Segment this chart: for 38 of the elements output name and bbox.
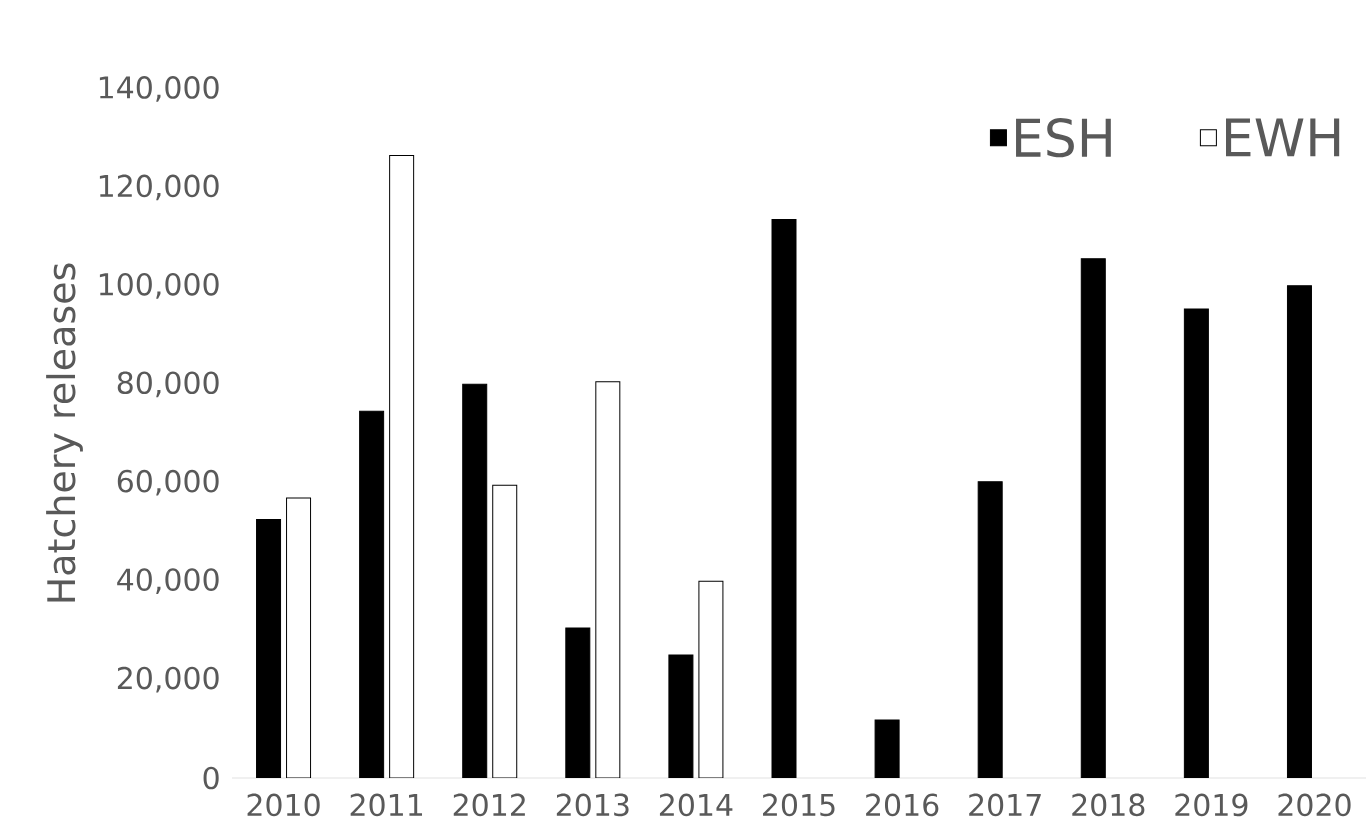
bar	[977, 481, 1003, 778]
x-tick-label: 2011	[350, 793, 423, 817]
y-tick-label: 0	[203, 766, 219, 790]
y-tick-label: 40,000	[117, 568, 219, 594]
y-tick-label: 20,000	[117, 666, 219, 693]
bar	[698, 580, 724, 778]
y-tick-label: 80,000	[117, 371, 219, 398]
x-tick-label: 2018	[1072, 793, 1145, 817]
x-tick-label: 2010	[247, 793, 320, 817]
y-tick-label: 60,000	[117, 469, 219, 496]
legend-label: EWH	[1226, 118, 1340, 157]
x-tick-label: 2016	[866, 793, 939, 817]
x-tick-label: 2017	[969, 793, 1041, 817]
bar	[874, 719, 900, 778]
bar	[1286, 285, 1312, 778]
y-tick-label: 140,000	[99, 76, 219, 102]
x-tick-label: 2014	[659, 793, 733, 817]
bar	[462, 383, 488, 778]
x-tick-label: 2020	[1278, 793, 1351, 817]
bar	[1080, 258, 1106, 778]
x-tick-label: 2015	[763, 793, 835, 817]
legend-label: ESH	[1016, 118, 1111, 158]
y-tick-label: 120,000	[99, 174, 219, 201]
bar	[595, 381, 621, 778]
y-tick-label: 100,000	[99, 272, 219, 299]
bar	[256, 519, 282, 778]
x-tick-label: 2012	[453, 793, 525, 817]
x-tick-label: 2013	[556, 793, 629, 817]
y-axis-title: Hatchery releases	[46, 263, 83, 602]
bar	[565, 627, 591, 778]
bar	[771, 218, 797, 778]
bar	[286, 497, 312, 778]
bar	[492, 484, 518, 778]
x-tick-label: 2019	[1175, 793, 1248, 817]
bar	[389, 154, 415, 778]
bar	[668, 654, 694, 778]
bar	[1183, 308, 1209, 778]
bar	[359, 410, 385, 778]
